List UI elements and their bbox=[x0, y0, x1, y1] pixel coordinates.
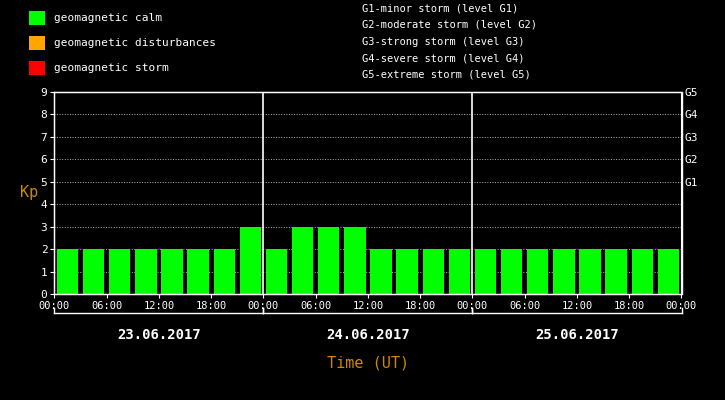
Bar bbox=[344, 227, 365, 294]
Bar bbox=[527, 249, 549, 294]
Bar bbox=[501, 249, 523, 294]
Bar bbox=[292, 227, 313, 294]
Bar bbox=[213, 249, 235, 294]
Bar bbox=[187, 249, 209, 294]
Bar bbox=[135, 249, 157, 294]
Bar bbox=[579, 249, 601, 294]
Text: Time (UT): Time (UT) bbox=[327, 356, 409, 371]
Text: G2-moderate storm (level G2): G2-moderate storm (level G2) bbox=[362, 20, 537, 30]
Text: geomagnetic storm: geomagnetic storm bbox=[54, 63, 168, 73]
Text: G3-strong storm (level G3): G3-strong storm (level G3) bbox=[362, 36, 525, 46]
Bar bbox=[161, 249, 183, 294]
Text: G4-severe storm (level G4): G4-severe storm (level G4) bbox=[362, 53, 525, 63]
Bar bbox=[109, 249, 130, 294]
Bar bbox=[370, 249, 392, 294]
Text: G1-minor storm (level G1): G1-minor storm (level G1) bbox=[362, 3, 519, 13]
Bar bbox=[240, 227, 261, 294]
Bar bbox=[266, 249, 287, 294]
Y-axis label: Kp: Kp bbox=[20, 186, 38, 200]
Bar bbox=[553, 249, 575, 294]
Text: 23.06.2017: 23.06.2017 bbox=[117, 328, 201, 342]
Bar bbox=[397, 249, 418, 294]
Bar bbox=[449, 249, 470, 294]
Text: 25.06.2017: 25.06.2017 bbox=[535, 328, 619, 342]
Text: geomagnetic calm: geomagnetic calm bbox=[54, 13, 162, 22]
Bar bbox=[318, 227, 339, 294]
Bar bbox=[423, 249, 444, 294]
Text: geomagnetic disturbances: geomagnetic disturbances bbox=[54, 38, 215, 48]
Bar bbox=[57, 249, 78, 294]
Bar bbox=[605, 249, 627, 294]
Bar bbox=[631, 249, 653, 294]
Bar bbox=[83, 249, 104, 294]
Bar bbox=[475, 249, 496, 294]
Bar bbox=[658, 249, 679, 294]
Text: 24.06.2017: 24.06.2017 bbox=[326, 328, 410, 342]
Text: G5-extreme storm (level G5): G5-extreme storm (level G5) bbox=[362, 70, 531, 80]
